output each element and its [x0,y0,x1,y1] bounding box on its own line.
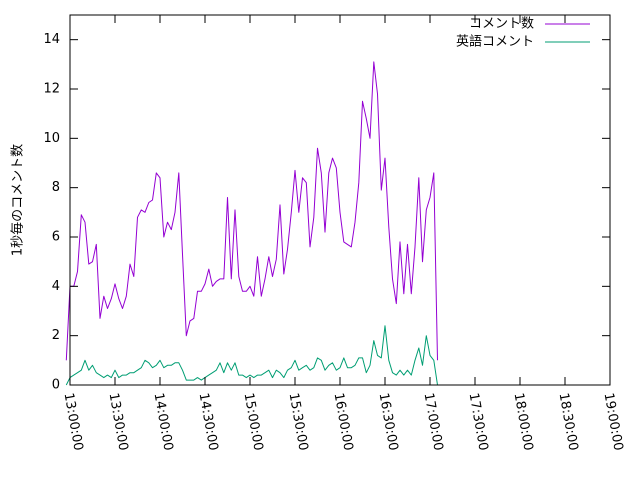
y-tick-label: 4 [52,279,60,294]
x-tick-label: 18:00:00 [511,392,536,452]
x-tick-label: 14:30:00 [196,392,221,452]
y-tick-label: 6 [52,230,60,245]
x-tick-label: 17:00:00 [421,392,446,452]
x-tick-label: 15:30:00 [286,392,311,452]
x-tick-label: 13:30:00 [106,392,131,452]
series-line-1 [65,61,438,361]
y-tick-label: 10 [43,131,60,146]
y-tick-label: 12 [43,82,60,97]
y-tick-label: 14 [43,32,60,47]
x-tick-label: 15:00:00 [241,392,266,452]
x-tick-label: 14:00:00 [151,392,176,452]
series-layer [65,61,438,386]
x-tick-label: 17:30:00 [466,392,491,452]
y-tick-label: 8 [52,180,60,195]
legend-label-1: コメント数 [469,17,534,32]
y-axis-label: 1秒毎のコメント数 [10,144,26,256]
y-axis: 0 2 4 6 8 10 12 14 [43,32,610,393]
x-tick-label: 19:00:00 [601,392,626,452]
x-tick-label: 18:30:00 [556,392,581,452]
plot-frame [69,14,611,386]
x-tick-label: 16:30:00 [376,392,401,452]
y-tick-label: 2 [52,328,60,343]
y-tick-label: 0 [52,378,60,393]
legend-label-2: 英語コメント [456,34,534,50]
x-tick-label: 16:00:00 [331,392,356,452]
series-line-2 [65,325,438,386]
x-tick-label: 13:00:00 [61,392,86,452]
